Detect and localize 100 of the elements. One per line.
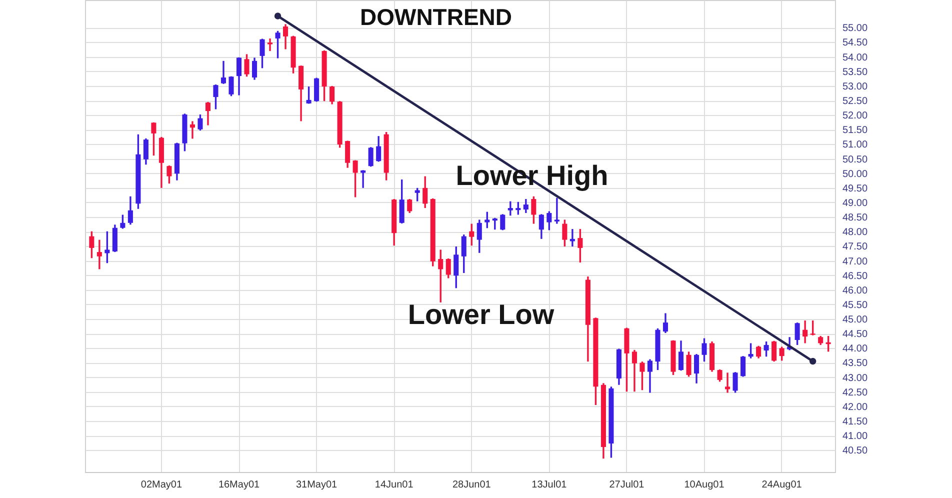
- x-tick-label: 14Jun01: [374, 480, 414, 490]
- y-tick-label: 55.00: [842, 23, 868, 34]
- candlestick: [748, 342, 754, 360]
- candlestick: [632, 349, 637, 392]
- candlestick: [112, 224, 118, 253]
- candlestick: [89, 230, 94, 259]
- candlestick: [368, 146, 374, 168]
- y-tick-label: 54.50: [842, 38, 868, 49]
- candlestick: [190, 120, 195, 140]
- candlestick: [516, 201, 521, 216]
- candlestick: [236, 56, 242, 96]
- candlestick: [725, 372, 730, 394]
- candlestick: [500, 213, 506, 232]
- candlestick: [756, 344, 762, 360]
- annotation: Lower Low: [408, 299, 554, 330]
- x-tick-label: 16May01: [218, 480, 260, 490]
- candlestick: [484, 210, 490, 229]
- y-tick-label: 52.50: [842, 96, 868, 108]
- candlestick: [399, 178, 404, 224]
- y-tick-label: 42.00: [842, 402, 868, 413]
- candlestick: [104, 230, 110, 264]
- candlestick: [275, 30, 280, 60]
- candlestick: [818, 335, 824, 346]
- y-tick-label: 43.00: [842, 372, 868, 384]
- candlestick: [166, 164, 172, 184]
- candlestick: [538, 213, 544, 240]
- candlestick: [678, 340, 684, 372]
- y-tick-label: 53.00: [842, 81, 868, 92]
- y-tick-label: 49.50: [842, 183, 868, 194]
- candlestick: [562, 218, 568, 248]
- candlestick: [732, 371, 738, 394]
- candlestick: [376, 135, 382, 163]
- candlestick: [283, 23, 288, 50]
- candlestick: [213, 84, 218, 110]
- candlestick: [578, 228, 583, 264]
- y-tick-label: 47.50: [842, 242, 868, 253]
- candlestick: [717, 368, 722, 383]
- candlestick: [461, 234, 466, 274]
- candlestick: [120, 214, 126, 230]
- x-tick-label: 13Jul01: [532, 480, 568, 490]
- candlestick: [330, 85, 335, 106]
- y-tick-label: 45.50: [842, 300, 868, 311]
- candlestick: [205, 101, 211, 126]
- candlestick: [298, 64, 304, 122]
- candlestick: [647, 358, 652, 394]
- candlestick: [360, 169, 366, 189]
- y-tick-label: 46.00: [842, 285, 868, 296]
- x-tick-label: 10Aug01: [684, 480, 725, 490]
- x-tick-label: 27Jul01: [609, 480, 645, 490]
- y-tick-label: 48.00: [842, 227, 868, 238]
- candlestick: [492, 217, 498, 230]
- candlestick: [407, 198, 412, 214]
- candlestick: [96, 238, 102, 270]
- y-tick-label: 48.50: [842, 212, 868, 224]
- y-tick-label: 52.00: [842, 110, 868, 122]
- candlestick: [422, 175, 428, 209]
- y-tick-label: 51.00: [842, 140, 868, 151]
- x-tick-label: 28Jun01: [452, 480, 492, 490]
- y-tick-label: 41.50: [842, 416, 868, 428]
- y-tick-label: 53.50: [842, 66, 868, 78]
- candlestick: [702, 337, 707, 362]
- y-tick-label: 44.00: [842, 344, 868, 355]
- candlestick: [446, 258, 451, 280]
- y-tick-label: 49.00: [842, 198, 868, 209]
- candlestick: [454, 246, 459, 290]
- candlestick: [554, 196, 560, 225]
- y-tick-label: 46.50: [842, 270, 868, 282]
- y-tick-label: 50.50: [842, 154, 868, 166]
- x-tick-label: 24Aug01: [762, 480, 802, 490]
- candlestick: [508, 200, 513, 216]
- candlestick: [694, 353, 700, 384]
- y-tick-label: 41.00: [842, 431, 868, 442]
- candlestick: [244, 53, 250, 78]
- candlestick: [764, 340, 769, 358]
- candlestick: [228, 75, 234, 97]
- y-tick-label: 43.50: [842, 358, 868, 370]
- y-tick-label: 54.00: [842, 52, 868, 64]
- candlestick: [531, 196, 536, 225]
- candlestick: [352, 159, 358, 198]
- x-tick-label: 31May01: [296, 480, 338, 490]
- candlestick: [260, 38, 265, 70]
- y-tick-label: 40.50: [842, 446, 868, 457]
- candlestick: [314, 76, 320, 103]
- candlestick: [268, 38, 273, 52]
- candlestick: [686, 350, 692, 378]
- candlestick: [779, 346, 784, 362]
- candlestick: [523, 198, 528, 214]
- candlestick: [802, 320, 808, 344]
- candlestick: [306, 86, 312, 105]
- candlestick: [794, 322, 800, 346]
- y-tick-label: 50.00: [842, 168, 868, 180]
- candlestick: [810, 320, 816, 336]
- candlestick: [469, 222, 474, 246]
- candlestick: [198, 114, 203, 132]
- candlestick: [740, 355, 746, 378]
- candlestick: [252, 56, 258, 81]
- candlestick: [640, 360, 645, 391]
- chart-title: DOWNTREND: [360, 4, 512, 30]
- candlestick: [143, 138, 148, 166]
- candlestick: [772, 340, 777, 362]
